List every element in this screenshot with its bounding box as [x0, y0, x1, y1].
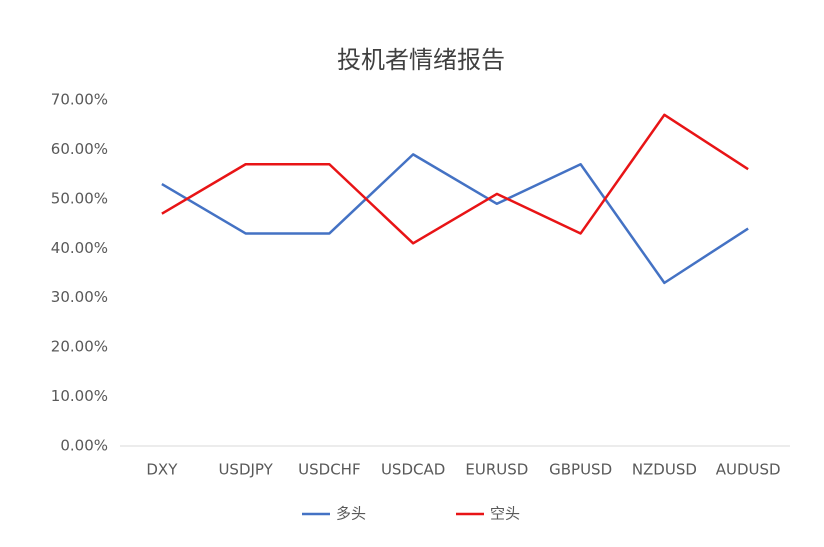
y-tick-label: 20.00% — [51, 338, 108, 356]
x-tick-label: USDJPY — [218, 461, 273, 479]
x-tick-label: USDCHF — [298, 461, 360, 479]
y-tick-label: 0.00% — [60, 437, 108, 455]
legend-label: 空头 — [490, 505, 520, 523]
y-tick-label: 70.00% — [51, 91, 108, 109]
x-tick-label: USDCAD — [381, 461, 445, 479]
chart-title: 投机者情绪报告 — [337, 46, 505, 74]
y-tick-label: 30.00% — [51, 288, 108, 306]
x-tick-label: AUDUSD — [716, 461, 781, 479]
legend-label: 多头 — [336, 505, 366, 523]
x-tick-label: GBPUSD — [549, 461, 612, 479]
series-line — [161, 113, 749, 245]
y-tick-label: 60.00% — [51, 140, 108, 158]
y-tick-label: 10.00% — [51, 387, 108, 405]
y-tick-label: 40.00% — [51, 239, 108, 257]
x-tick-label: EURUSD — [465, 461, 528, 479]
x-tick-label: DXY — [146, 461, 178, 479]
x-tick-label: NZDUSD — [632, 461, 697, 479]
y-tick-label: 50.00% — [51, 189, 108, 207]
series-line — [161, 153, 749, 285]
